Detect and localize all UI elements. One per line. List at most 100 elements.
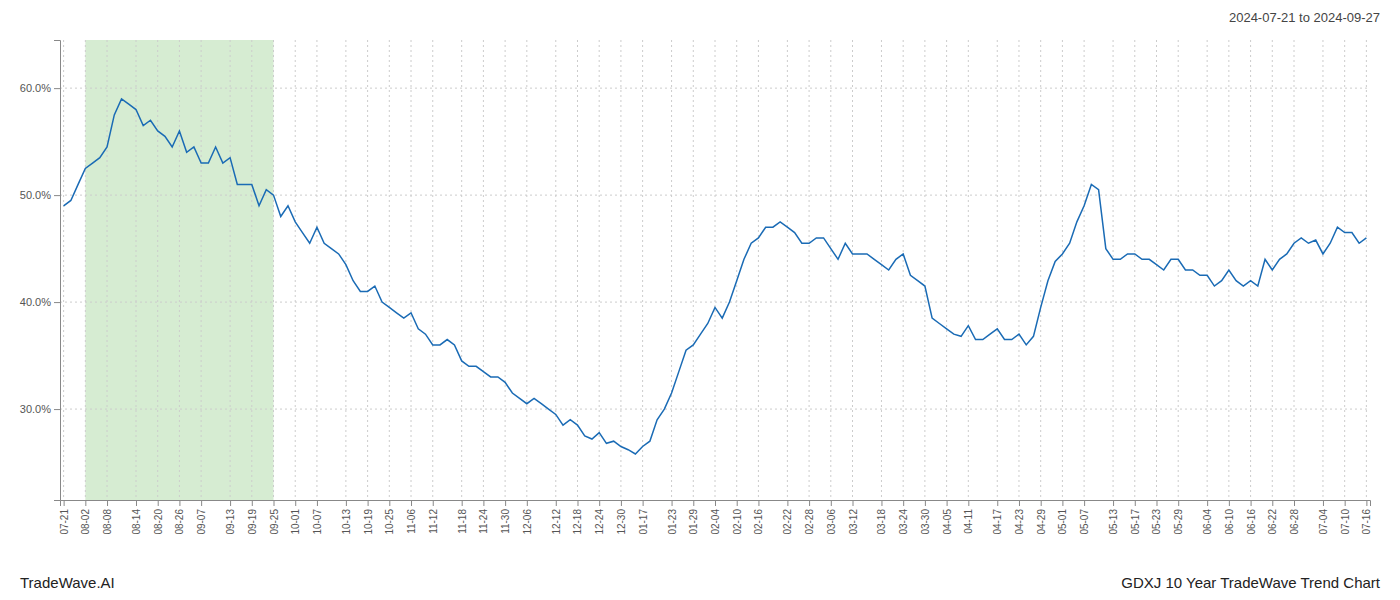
x-grid-line — [577, 40, 578, 500]
shaded-region — [85, 40, 273, 500]
x-grid-line — [715, 40, 716, 500]
x-tick-mark — [252, 500, 253, 506]
x-tick-mark — [968, 500, 969, 506]
x-grid-line — [230, 40, 231, 500]
x-grid-line — [1178, 40, 1179, 500]
x-tick-label: 04-17 — [992, 509, 1003, 535]
x-tick-label: 11-24 — [478, 509, 489, 534]
x-tick: 10-19 — [363, 500, 374, 535]
x-tick-label: 10-01 — [290, 509, 301, 535]
x-tick-label: 03-18 — [876, 509, 887, 535]
x-tick-label: 09-13 — [225, 509, 236, 535]
x-tick-label: 04-11 — [963, 509, 974, 534]
x-tick: 06-28 — [1289, 500, 1300, 535]
x-tick-label: 01-23 — [667, 509, 678, 535]
line — [64, 99, 1367, 454]
x-tick-mark — [201, 500, 202, 506]
x-grid-line — [1344, 40, 1345, 500]
x-tick-mark — [1229, 500, 1230, 506]
x-tick-mark — [317, 500, 318, 506]
x-grid-line — [1018, 40, 1019, 500]
x-tick: 10-01 — [290, 500, 301, 535]
x-tick: 07-04 — [1318, 500, 1329, 535]
x-tick-mark — [433, 500, 434, 506]
x-tick: 09-07 — [196, 500, 207, 535]
x-grid-line — [411, 40, 412, 500]
x-tick-mark — [1135, 500, 1136, 506]
x-tick: 11-24 — [478, 500, 489, 534]
x-grid-line — [1084, 40, 1085, 500]
x-tick-label: 04-05 — [942, 509, 953, 535]
x-tick: 11-30 — [500, 500, 511, 534]
x-tick-label: 09-07 — [196, 509, 207, 535]
x-grid-line — [295, 40, 296, 500]
x-grid-line — [1134, 40, 1135, 500]
x-tick-label: 03-12 — [848, 509, 859, 535]
x-tick-label: 12-18 — [572, 509, 583, 535]
x-tick-label: 10-25 — [384, 509, 395, 535]
x-tick: 05-17 — [1130, 500, 1141, 535]
x-tick: 08-08 — [102, 500, 113, 535]
x-tick-label: 04-29 — [1036, 509, 1047, 535]
y-tick-label: 30.0% — [20, 403, 51, 415]
x-tick: 05-01 — [1057, 500, 1068, 535]
x-tick-mark — [230, 500, 231, 506]
x-tick: 09-13 — [225, 500, 236, 535]
x-grid-line — [273, 40, 274, 500]
x-grid-line — [758, 40, 759, 500]
x-tick-label: 02-16 — [753, 509, 764, 535]
x-grid-line — [63, 40, 64, 500]
x-tick-label: 06-28 — [1289, 509, 1300, 535]
x-grid-line — [157, 40, 158, 500]
x-axis: 07-2108-0208-0808-1408-2008-2609-0709-13… — [59, 500, 1373, 535]
x-grid-line — [1207, 40, 1208, 500]
x-grid-line — [968, 40, 969, 500]
x-tick-mark — [881, 500, 882, 506]
x-tick-mark — [1272, 500, 1273, 506]
x-grid-line — [671, 40, 672, 500]
x-tick: 09-19 — [247, 500, 258, 535]
x-tick-mark — [643, 500, 644, 506]
x-tick-label: 11-06 — [406, 509, 417, 534]
x-tick: 03-24 — [898, 500, 909, 535]
x-tick-label: 05-23 — [1151, 509, 1162, 535]
x-tick-mark — [737, 500, 738, 506]
x-tick-label: 02-04 — [710, 509, 721, 535]
x-tick-label: 05-29 — [1173, 509, 1184, 535]
x-grid-line — [881, 40, 882, 500]
x-tick: 04-05 — [942, 500, 953, 535]
y-tick-mark — [54, 302, 60, 303]
x-tick-mark — [903, 500, 904, 506]
x-tick-label: 12-30 — [616, 509, 627, 535]
x-tick-mark — [831, 500, 832, 506]
x-tick-mark — [1366, 500, 1367, 506]
x-tick-mark — [997, 500, 998, 506]
x-tick-mark — [389, 500, 390, 506]
x-tick-mark — [925, 500, 926, 506]
y-tick: 60.0% — [20, 82, 60, 94]
plot-area: 30.0%40.0%50.0%60.0%07-2108-0208-0808-14… — [20, 40, 1373, 535]
x-tick: 06-04 — [1202, 500, 1213, 535]
x-tick-label: 08-20 — [153, 509, 164, 535]
x-tick: 03-12 — [848, 500, 859, 535]
x-tick: 10-07 — [312, 500, 323, 535]
y-tick: 40.0% — [20, 296, 60, 308]
x-tick-mark — [368, 500, 369, 506]
x-tick-mark — [274, 500, 275, 506]
y-tick-mark — [54, 409, 60, 410]
x-grid-line — [997, 40, 998, 500]
x-tick-label: 02-22 — [782, 509, 793, 535]
x-tick: 05-29 — [1173, 500, 1184, 535]
x-tick-label: 03-30 — [920, 509, 931, 535]
x-tick-mark — [527, 500, 528, 506]
x-tick-label: 04-23 — [1014, 509, 1025, 535]
x-grid-line — [107, 40, 108, 500]
x-tick-mark — [1294, 500, 1295, 506]
x-tick-mark — [1251, 500, 1252, 506]
x-grid-line — [345, 40, 346, 500]
x-grid-line — [367, 40, 368, 500]
x-tick-label: 08-08 — [102, 509, 113, 535]
x-grid-line — [1113, 40, 1114, 500]
x-tick: 02-04 — [710, 500, 721, 535]
x-tick-label: 11-12 — [428, 509, 439, 534]
